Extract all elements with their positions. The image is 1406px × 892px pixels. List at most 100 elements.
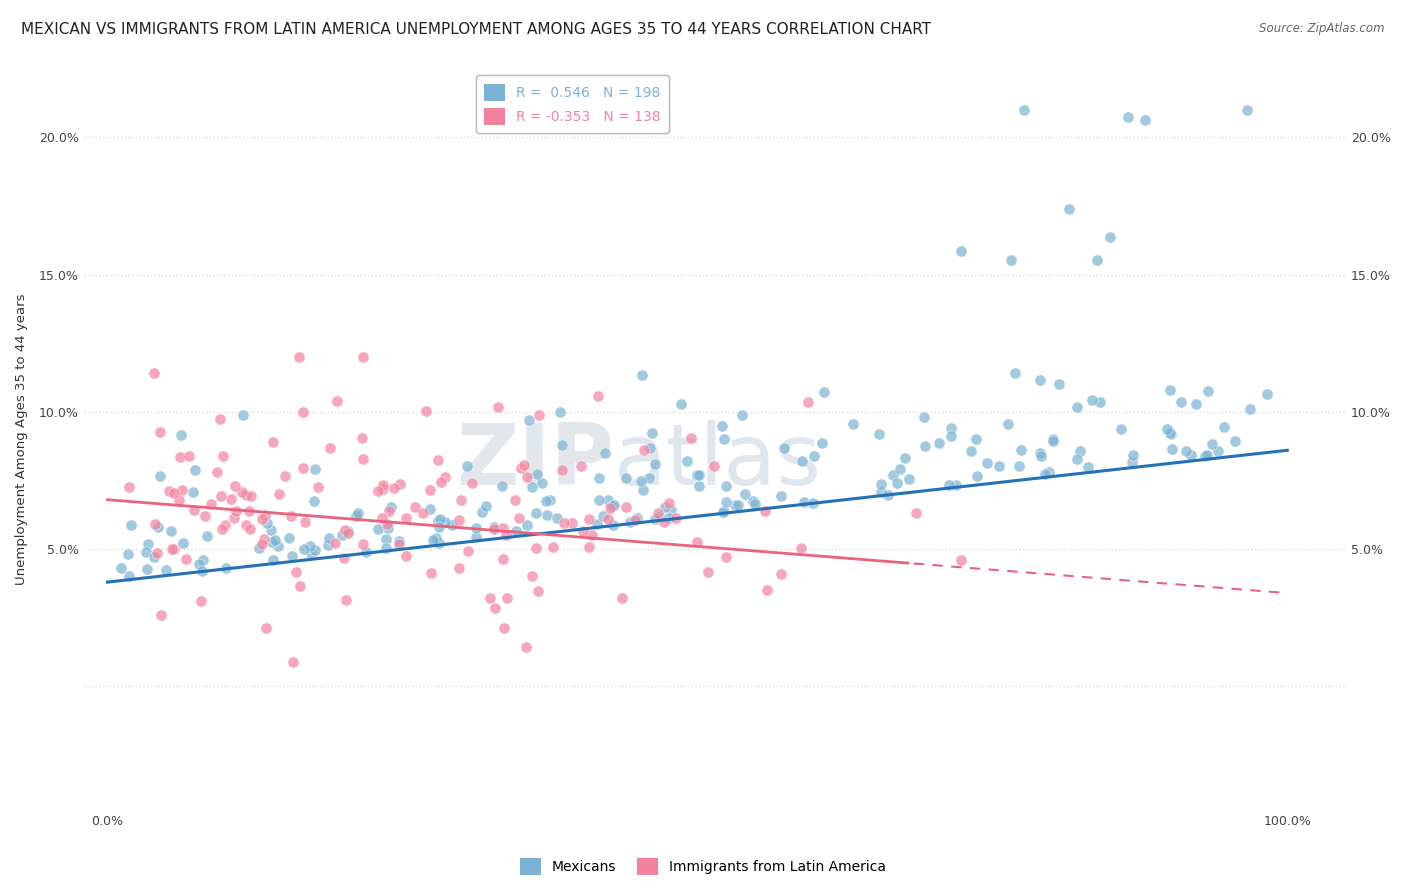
Point [307,480,329,494]
Point [326,393,349,408]
Point [614,471,637,485]
Point [724,498,747,512]
Point [882,467,904,482]
Point [1213,420,1236,434]
Point [1195,449,1218,463]
Point [304,462,326,476]
Point [654,515,676,529]
Point [183,503,205,517]
Point [1029,373,1052,387]
Point [1175,444,1198,458]
Point [465,521,488,535]
Point [441,518,464,533]
Point [841,417,863,432]
Point [790,454,813,468]
Point [250,536,273,550]
Point [484,600,506,615]
Point [703,458,725,473]
Point [1029,446,1052,460]
Point [1159,383,1181,397]
Point [367,522,389,536]
Point [710,419,733,434]
Point [478,591,501,606]
Point [254,622,277,636]
Point [644,512,666,526]
Point [149,468,172,483]
Point [536,508,558,522]
Point [457,543,479,558]
Point [1081,392,1104,407]
Point [387,533,409,548]
Point [336,526,359,541]
Point [344,509,367,524]
Point [1116,110,1139,124]
Legend: R =  0.546   N = 198, R = -0.353   N = 138: R = 0.546 N = 198, R = -0.353 N = 138 [475,76,669,133]
Point [232,409,254,423]
Point [1066,452,1088,467]
Point [143,516,166,531]
Point [1085,252,1108,267]
Point [658,510,681,524]
Point [681,431,703,445]
Point [581,528,603,542]
Point [1077,460,1099,475]
Point [352,536,374,550]
Point [624,513,647,527]
Point [515,640,537,654]
Point [868,427,890,442]
Point [987,459,1010,474]
Point [117,547,139,561]
Point [585,516,607,531]
Point [904,506,927,520]
Point [1038,465,1060,479]
Point [510,461,533,475]
Point [610,591,633,606]
Point [1029,450,1052,464]
Point [1088,395,1111,409]
Point [350,431,373,445]
Point [267,487,290,501]
Point [1109,422,1132,436]
Point [419,502,441,516]
Point [163,542,186,557]
Point [427,536,450,550]
Point [367,483,389,498]
Point [449,513,471,527]
Point [939,429,962,443]
Point [596,493,619,508]
Point [548,405,571,419]
Point [190,565,212,579]
Point [491,551,513,566]
Point [425,531,447,545]
Point [686,468,709,483]
Point [870,484,893,499]
Point [148,520,170,534]
Point [174,552,197,566]
Point [586,389,609,403]
Point [495,591,517,605]
Point [299,546,322,560]
Point [1000,253,1022,268]
Point [262,434,284,449]
Point [912,409,935,424]
Point [602,517,624,532]
Point [713,432,735,446]
Point [395,510,418,524]
Point [224,479,246,493]
Point [602,499,624,513]
Point [1033,467,1056,482]
Point [1012,103,1035,117]
Point [522,568,544,582]
Point [659,503,682,517]
Point [283,655,305,669]
Point [520,480,543,494]
Point [288,350,311,364]
Point [1185,397,1208,411]
Point [162,541,184,556]
Point [290,579,312,593]
Point [616,500,638,514]
Point [352,451,374,466]
Point [239,489,262,503]
Point [354,545,377,559]
Point [939,421,962,435]
